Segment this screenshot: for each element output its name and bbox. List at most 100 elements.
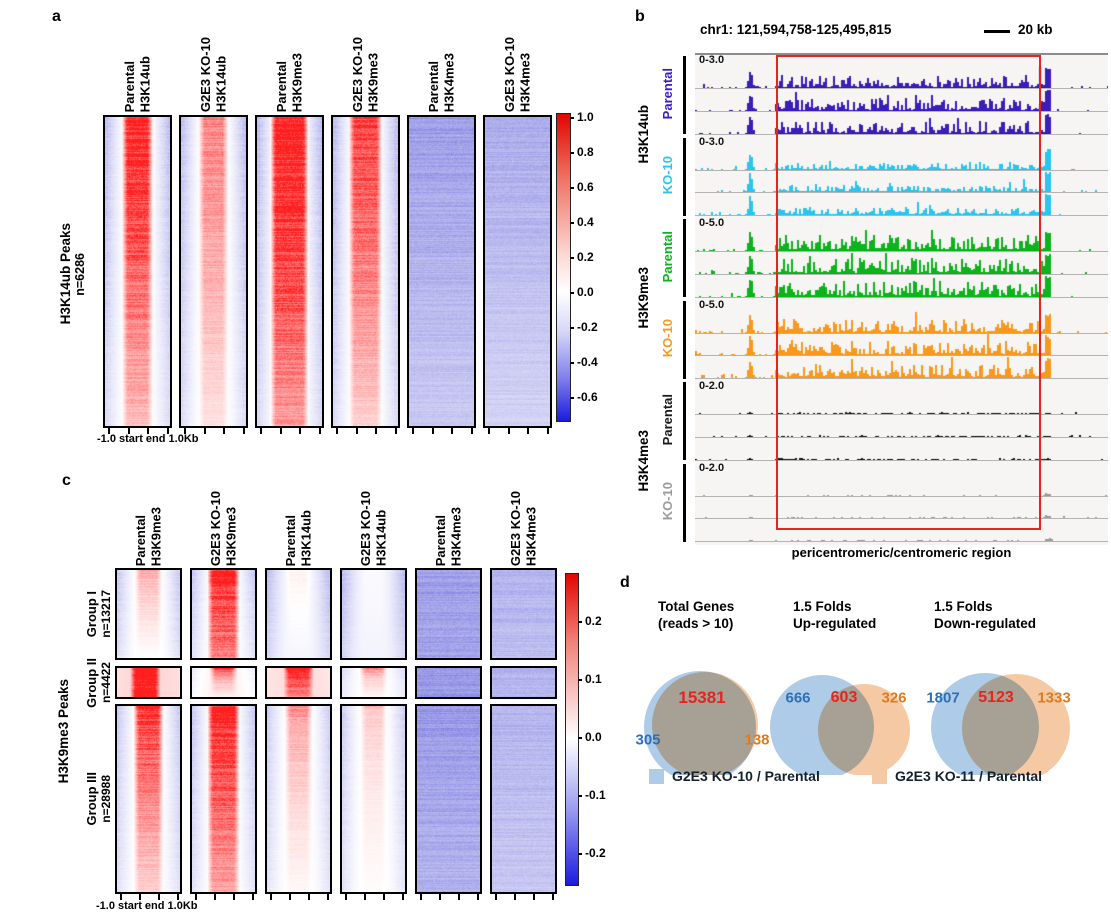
panel-a-hm-1-tick-0 xyxy=(184,428,187,434)
venn-title-up-line1: 1.5 Folds xyxy=(793,599,852,614)
panel-a-hm-3-tick-1 xyxy=(355,428,358,434)
panel-b-baseline-0-1 xyxy=(695,110,1108,112)
panel-b-track-H3K9me3-KO-10-2 xyxy=(695,356,1108,379)
panel-c-heatmap-4-2 xyxy=(415,704,482,894)
panel-b-axisbar-0 xyxy=(683,56,686,134)
panel-b-condition-label-0: Parental xyxy=(658,53,676,135)
panel-c-hm-4-tick-0 xyxy=(420,894,423,900)
panel-c-colorbar-tickmark-1 xyxy=(578,679,582,681)
venn-1-left-count: 666 xyxy=(785,689,811,707)
panel-a-col-header-0-line: H3K14ub xyxy=(137,55,153,112)
panel-c-col-header-3-line: G2E3 KO-10 xyxy=(357,490,373,566)
panel-a-heatmap-1 xyxy=(179,115,248,428)
panel-c-colorbar-tickmark-3 xyxy=(578,795,582,797)
legend-label-ko11: G2E3 KO-11 / Parental xyxy=(895,768,1043,784)
panel-b-label: b xyxy=(635,8,645,25)
venn-up-ko11-circle xyxy=(818,684,910,775)
venn-diagrams xyxy=(644,671,1070,775)
panel-b-baseline-5-2 xyxy=(695,541,1108,543)
venn-title-total-line1: Total Genes xyxy=(658,599,735,614)
venn-1-overlap-count: 603 xyxy=(830,689,858,706)
panel-b-track-H3K14ub-Parental-2 xyxy=(695,111,1108,134)
venn-0-left-count: 305 xyxy=(635,731,661,749)
panel-b-range-label-1: 0-3.0 xyxy=(699,135,725,148)
venn-title-up: 1.5 Folds Up-regulated xyxy=(793,598,876,632)
panel-b-track-H3K4me3-KO-10-2 xyxy=(695,519,1108,542)
panel-c-heatmap-1-2 xyxy=(190,704,257,894)
panel-a-col-header-2: Parental H3K9me3 xyxy=(251,6,328,112)
panel-a-colorbar-ticklabel-0: 1.0 xyxy=(577,110,594,124)
panel-a-hm-4-tick-0 xyxy=(412,428,415,434)
panel-a-heatmap-2 xyxy=(255,115,324,428)
panel-a-colorbar-ticklabel-1: 0.8 xyxy=(577,145,594,159)
panel-a-col-header-1: G2E3 KO-10 H3K14ub xyxy=(175,6,252,112)
panel-b-condition-label-5: KO-10 xyxy=(658,461,676,543)
panel-a-hm-1-tick-1 xyxy=(203,428,206,434)
legend-swatch-ko11 xyxy=(872,769,887,784)
panel-c-col-header-4-line: Parental xyxy=(432,514,448,566)
panel-a-col-header-2-text: Parental H3K9me3 xyxy=(274,53,305,112)
panel-b-baseline-4-2 xyxy=(695,459,1108,461)
panel-a-col-header-0-line: Parental xyxy=(121,60,137,112)
panel-c-hm-5-tick-0 xyxy=(495,894,498,900)
panel-a-hm-5-tick-3 xyxy=(546,428,549,434)
panel-b-axisbar-5 xyxy=(683,463,686,542)
panel-c-col-header-2-line: H3K14ub xyxy=(298,509,314,566)
panel-c-col-header-5: G2E3 KO-10 H3K4me3 xyxy=(486,474,561,566)
panel-b-range-label-5: 0-2.0 xyxy=(699,461,725,474)
panel-c-heatmap-4-1 xyxy=(415,666,482,699)
panel-a-colorbar-ticklabel-2: 0.6 xyxy=(577,180,594,194)
panel-c-hm-0-tick-3 xyxy=(176,894,179,900)
panel-c-col-header-3: G2E3 KO-10 H3K14ub xyxy=(336,474,411,566)
panel-a-hm-1-tick-2 xyxy=(223,428,226,434)
panel-c-heatmap-5-1 xyxy=(490,666,557,699)
panel-c-heatmap-3-1 xyxy=(340,666,407,699)
panel-c-hm-0-tick-2 xyxy=(157,894,160,900)
panel-b-track-H3K9me3-Parental-0 xyxy=(695,229,1108,251)
panel-b-track-H3K9me3-Parental-1 xyxy=(695,251,1108,274)
panel-c-col-header-3-line: H3K14ub xyxy=(373,509,389,566)
venn-down xyxy=(931,673,1070,775)
panel-c-col-header-2: Parental H3K14ub xyxy=(261,474,336,566)
panel-c-group-label-1-name: Group II xyxy=(83,657,99,708)
panel-a-colorbar-tickmark-7 xyxy=(570,362,574,364)
panel-a-xaxis: -1.0 start end 1.0Kb xyxy=(97,433,199,445)
panel-b-track-H3K14ub-Parental-0 xyxy=(695,66,1108,88)
panel-a-label: a xyxy=(52,8,61,25)
panel-c-group-label-0-name: Group I xyxy=(83,590,99,638)
panel-b-track-H3K14ub-KO-10-0 xyxy=(695,147,1108,170)
panel-b-histone-label-0: H3K14ub xyxy=(634,53,652,216)
panel-a-colorbar-ticklabel-3: 0.4 xyxy=(577,215,594,229)
panel-b-range-label-3: 0-5.0 xyxy=(699,298,725,311)
panel-b-range-label-0: 0-3.0 xyxy=(699,54,725,66)
panel-a-colorbar-tickmark-3 xyxy=(570,222,574,224)
panel-c-group-label-2: Group III n=28988 xyxy=(82,704,114,894)
panel-a-hm-0-tick-2 xyxy=(147,428,150,434)
panel-c-col-header-4-line: H3K4me3 xyxy=(448,506,464,566)
panel-c-colorbar-tickmark-2 xyxy=(578,737,582,739)
panel-c-col-header-1-line: H3K9me3 xyxy=(223,506,239,566)
panel-a-col-header-4-line: H3K4me3 xyxy=(441,52,457,112)
panel-c-col-header-5-line: G2E3 KO-10 xyxy=(507,490,523,566)
panel-a-colorbar-tickmark-1 xyxy=(570,152,574,154)
panel-a-hm-4-tick-1 xyxy=(431,428,434,434)
panel-c-group-label-1-n: n=4422 xyxy=(98,661,113,704)
legend-swatch-ko10 xyxy=(649,769,664,784)
panel-c-hm-1-tick-2 xyxy=(232,894,235,900)
venn-0-overlap-count: 15381 xyxy=(678,688,726,707)
panel-b-track-H3K9me3-KO-10-1 xyxy=(695,333,1108,356)
panel-b-track-H3K4me3-Parental-2 xyxy=(695,437,1108,460)
panel-d-label: d xyxy=(620,574,630,591)
panel-c-label: c xyxy=(62,472,71,489)
venn-2-right-count: 1333 xyxy=(1037,689,1071,707)
panel-a-col-header-0-text: Parental H3K14ub xyxy=(122,56,153,112)
panel-b-condition-label-3: KO-10 xyxy=(658,298,676,380)
panel-b-condition-label-4: Parental xyxy=(658,379,676,461)
panel-b-histone-label-2: H3K4me3 xyxy=(634,379,652,542)
panel-c-col-header-4: Parental H3K4me3 xyxy=(411,474,486,566)
panel-a-ylabel-wrap: H3K14ub Peaks n=6286 xyxy=(58,120,94,428)
panel-c-col-header-0-line: Parental xyxy=(132,514,148,566)
venn-1-right-count: 326 xyxy=(881,689,907,707)
